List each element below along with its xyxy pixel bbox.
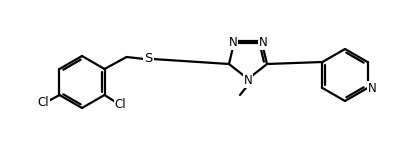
Text: N: N — [228, 36, 237, 49]
Text: Cl: Cl — [115, 99, 126, 112]
Text: N: N — [258, 36, 267, 49]
Text: N: N — [367, 81, 376, 94]
Text: N: N — [243, 74, 252, 87]
Text: S: S — [144, 53, 152, 66]
Text: Cl: Cl — [38, 97, 49, 110]
